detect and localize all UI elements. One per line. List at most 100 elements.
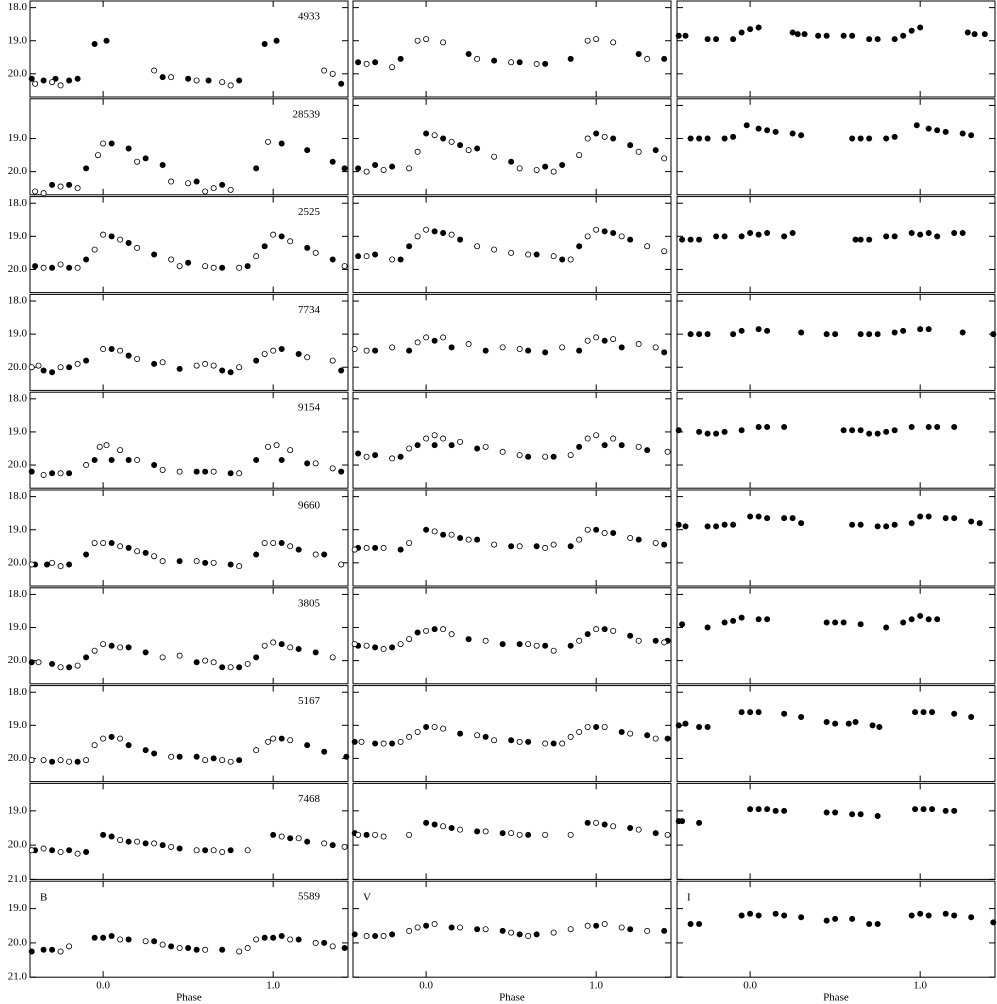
filled-point	[474, 536, 481, 543]
filled-point	[28, 75, 35, 82]
filled-point	[610, 530, 617, 537]
open-point	[210, 264, 217, 271]
filled-point	[91, 457, 98, 464]
open-point	[341, 843, 348, 850]
open-point	[100, 231, 107, 238]
filled-point	[951, 912, 958, 919]
filled-point	[125, 742, 132, 749]
open-point	[159, 558, 166, 565]
open-point	[265, 443, 272, 450]
open-point	[508, 249, 515, 256]
open-point	[542, 831, 549, 838]
filled-point	[202, 847, 209, 854]
filled-point	[801, 31, 808, 38]
x-axis-label: Phase	[499, 992, 525, 1004]
filled-point	[83, 165, 90, 172]
filled-point	[917, 612, 924, 619]
filled-point	[457, 730, 464, 737]
filled-point	[730, 617, 737, 624]
filled-point	[91, 934, 98, 941]
open-point	[142, 938, 149, 945]
open-point	[210, 559, 217, 566]
open-point	[134, 355, 141, 362]
open-point	[380, 833, 387, 840]
filled-point	[755, 912, 762, 919]
open-point	[40, 190, 47, 197]
open-point	[550, 541, 557, 548]
filled-point	[244, 263, 251, 270]
filled-point	[968, 914, 975, 921]
filled-point	[815, 32, 822, 39]
filled-point	[798, 520, 805, 527]
filled-point	[253, 165, 260, 172]
open-point	[287, 936, 294, 943]
filled-point	[900, 32, 907, 39]
band-label: B	[40, 892, 47, 904]
filled-point	[917, 231, 924, 238]
filled-point	[900, 327, 907, 334]
panel-frame	[29, 0, 349, 98]
open-point	[193, 847, 200, 854]
panel-frame	[29, 196, 349, 294]
filled-point	[584, 631, 591, 638]
filled-point	[125, 544, 132, 551]
open-point	[236, 563, 243, 570]
open-point	[380, 933, 387, 940]
open-point	[193, 362, 200, 369]
filled-point	[304, 460, 311, 467]
open-point	[185, 180, 192, 187]
filled-point	[652, 147, 659, 154]
open-point	[474, 55, 481, 62]
open-point	[312, 460, 319, 467]
open-point	[329, 70, 336, 77]
open-point	[635, 341, 642, 348]
filled-point	[652, 637, 659, 644]
filled-point	[431, 337, 438, 344]
filled-point	[66, 181, 73, 188]
filled-point	[389, 740, 396, 747]
open-point	[227, 186, 234, 193]
open-point	[219, 757, 226, 764]
panel-frame	[676, 489, 996, 587]
open-point	[287, 238, 294, 245]
panel-frame	[676, 587, 996, 685]
filled-point	[465, 636, 472, 643]
filled-point	[891, 133, 898, 140]
filled-point	[508, 737, 515, 744]
filled-point	[576, 347, 583, 354]
y-tick-label: 19.0	[8, 523, 28, 535]
open-point	[270, 231, 277, 238]
open-point	[159, 941, 166, 948]
open-point	[414, 728, 421, 735]
filled-point	[304, 742, 311, 749]
y-tick-label: 20.0	[8, 556, 28, 568]
filled-point	[755, 513, 762, 520]
star-id: 28539	[293, 108, 321, 120]
filled-point	[857, 811, 864, 818]
filled-point	[593, 130, 600, 137]
open-point	[627, 535, 634, 542]
open-point	[74, 185, 81, 192]
filled-point	[627, 926, 634, 933]
filled-point	[696, 921, 703, 928]
filled-point	[295, 350, 302, 357]
open-point	[661, 639, 668, 646]
y-tick-label: 19.0	[8, 132, 28, 144]
open-point	[49, 559, 56, 566]
open-point	[363, 168, 370, 175]
filled-point	[730, 521, 737, 528]
filled-point	[764, 230, 771, 237]
filled-point	[942, 910, 949, 917]
open-point	[499, 344, 506, 351]
filled-point	[925, 423, 932, 430]
open-point	[389, 256, 396, 263]
filled-point	[704, 523, 711, 530]
open-point	[516, 543, 523, 550]
open-point	[202, 360, 209, 367]
filled-point	[91, 41, 98, 48]
filled-point	[601, 228, 608, 235]
filled-point	[866, 430, 873, 437]
filled-point	[32, 263, 39, 270]
open-point	[610, 627, 617, 634]
open-point	[610, 336, 617, 343]
